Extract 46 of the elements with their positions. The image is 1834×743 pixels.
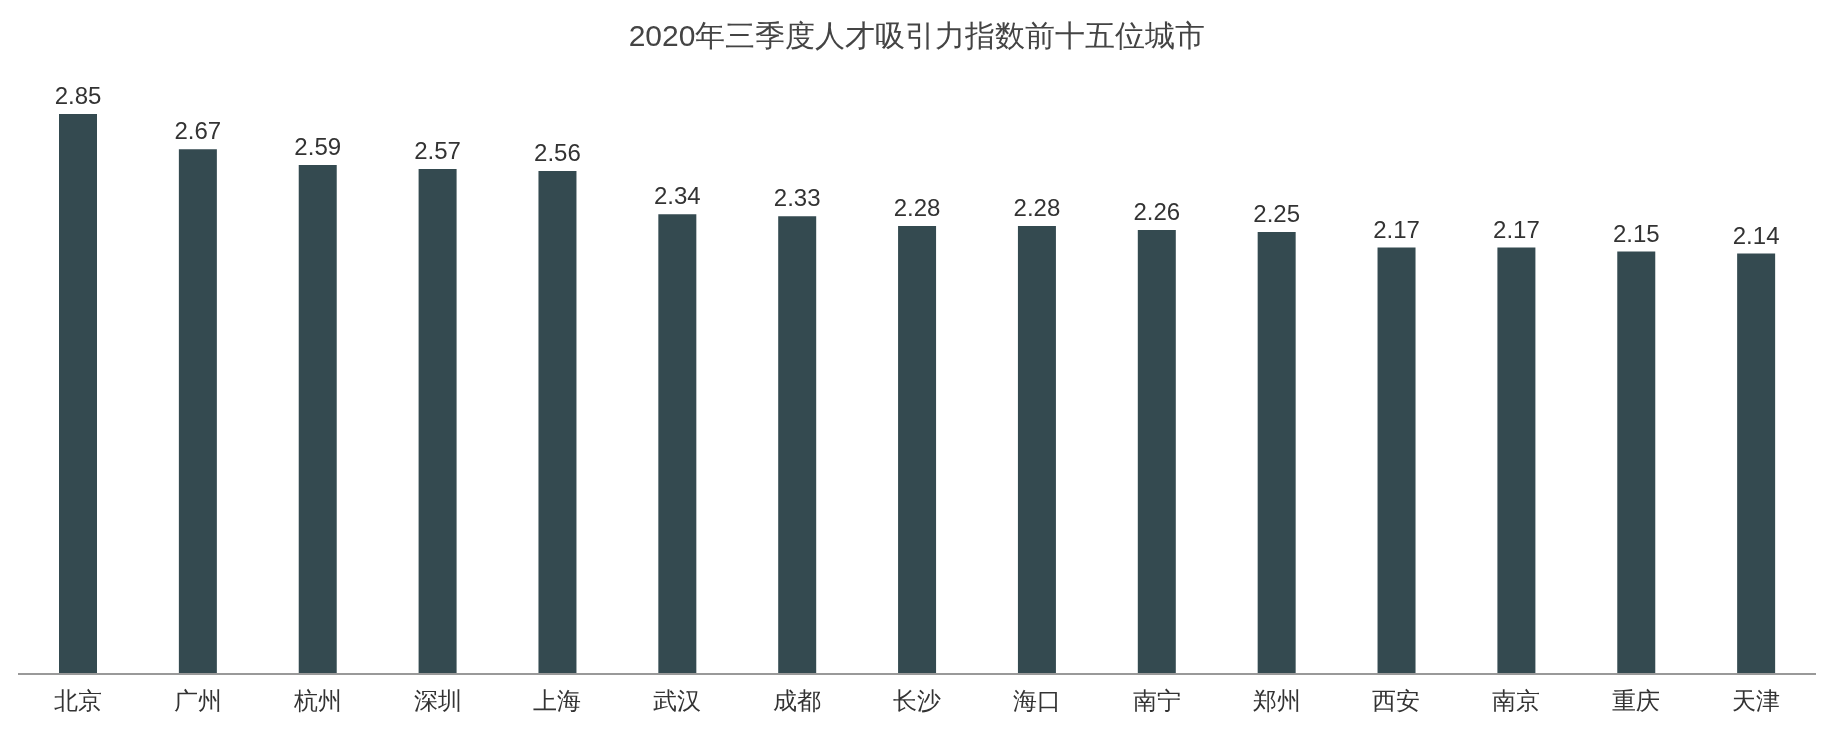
- x-tick-label: 武汉: [653, 687, 702, 715]
- x-tick-label: 西安: [1372, 687, 1421, 715]
- bar: [898, 226, 937, 674]
- x-tick-label: 天津: [1732, 687, 1781, 715]
- data-label: 2.28: [1013, 194, 1061, 221]
- x-tick-label: 杭州: [292, 687, 342, 715]
- x-tick-label: 北京: [53, 687, 102, 715]
- data-label: 2.17: [1493, 215, 1540, 243]
- bar: [1737, 253, 1776, 674]
- x-tick-label: 郑州: [1252, 687, 1301, 715]
- x-tick-label: 海口: [1012, 687, 1061, 715]
- bar: [298, 165, 337, 674]
- x-tick-label: 长沙: [893, 687, 941, 715]
- data-label: 2.15: [1612, 219, 1660, 247]
- data-label: 2.25: [1253, 199, 1301, 227]
- bar: [418, 169, 457, 674]
- data-label: 2.28: [893, 194, 941, 221]
- x-tick-label: 深圳: [413, 687, 462, 715]
- bar: [178, 149, 217, 674]
- data-label: 2.59: [294, 133, 342, 161]
- data-label: 2.26: [1133, 197, 1181, 225]
- x-tick-label: 广州: [173, 687, 222, 715]
- bar: [1137, 229, 1176, 674]
- x-tick-label: 重庆: [1612, 687, 1661, 715]
- bar: [1257, 231, 1296, 674]
- bar: [59, 114, 97, 674]
- bar: [778, 216, 817, 674]
- bar: [658, 214, 697, 674]
- bar: [1377, 247, 1416, 674]
- bar: [538, 170, 577, 674]
- data-label: 2.33: [773, 184, 821, 212]
- x-tick-label: 成都: [773, 687, 822, 715]
- data-label: 2.17: [1373, 215, 1420, 243]
- data-label: 2.34: [653, 182, 701, 210]
- chart-title: 2020年三季度人才吸引力指数前十五位城市: [627, 18, 1207, 54]
- x-tick-label: 南宁: [1132, 687, 1181, 715]
- data-label: 2.67: [174, 117, 222, 145]
- x-tick-label: 上海: [533, 687, 582, 715]
- data-label: 2.85: [54, 82, 102, 109]
- x-tick-label: 南京: [1492, 687, 1541, 715]
- data-label: 2.57: [414, 137, 461, 165]
- bar: [1017, 226, 1056, 674]
- data-label: 2.14: [1732, 221, 1780, 249]
- bar: [1497, 247, 1536, 674]
- data-label: 2.56: [534, 138, 581, 166]
- bar: [1617, 251, 1656, 674]
